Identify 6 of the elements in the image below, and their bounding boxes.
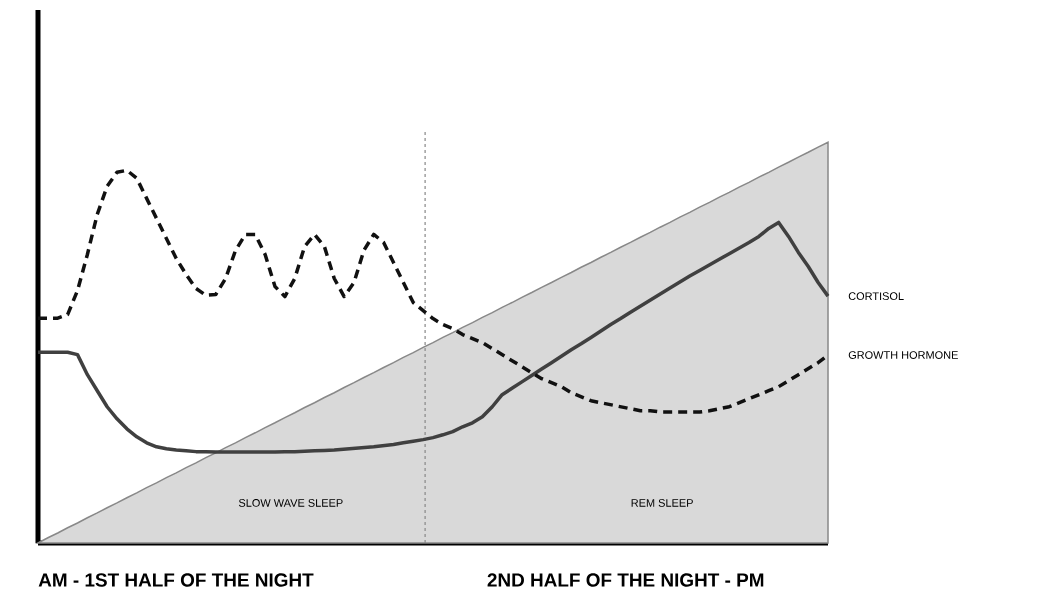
text: AM - 1ST HALF OF THE NIGHT — [38, 573, 314, 587]
annotation: SLOW WAVE SLEEP — [238, 499, 343, 507]
series-label: GROWTH HORMONE — [848, 351, 958, 359]
series-label: CORTISOL — [848, 292, 904, 301]
text: 2ND HALF OF THE NIGHT - PM — [487, 573, 764, 587]
annotation: REM SLEEP — [631, 499, 693, 507]
